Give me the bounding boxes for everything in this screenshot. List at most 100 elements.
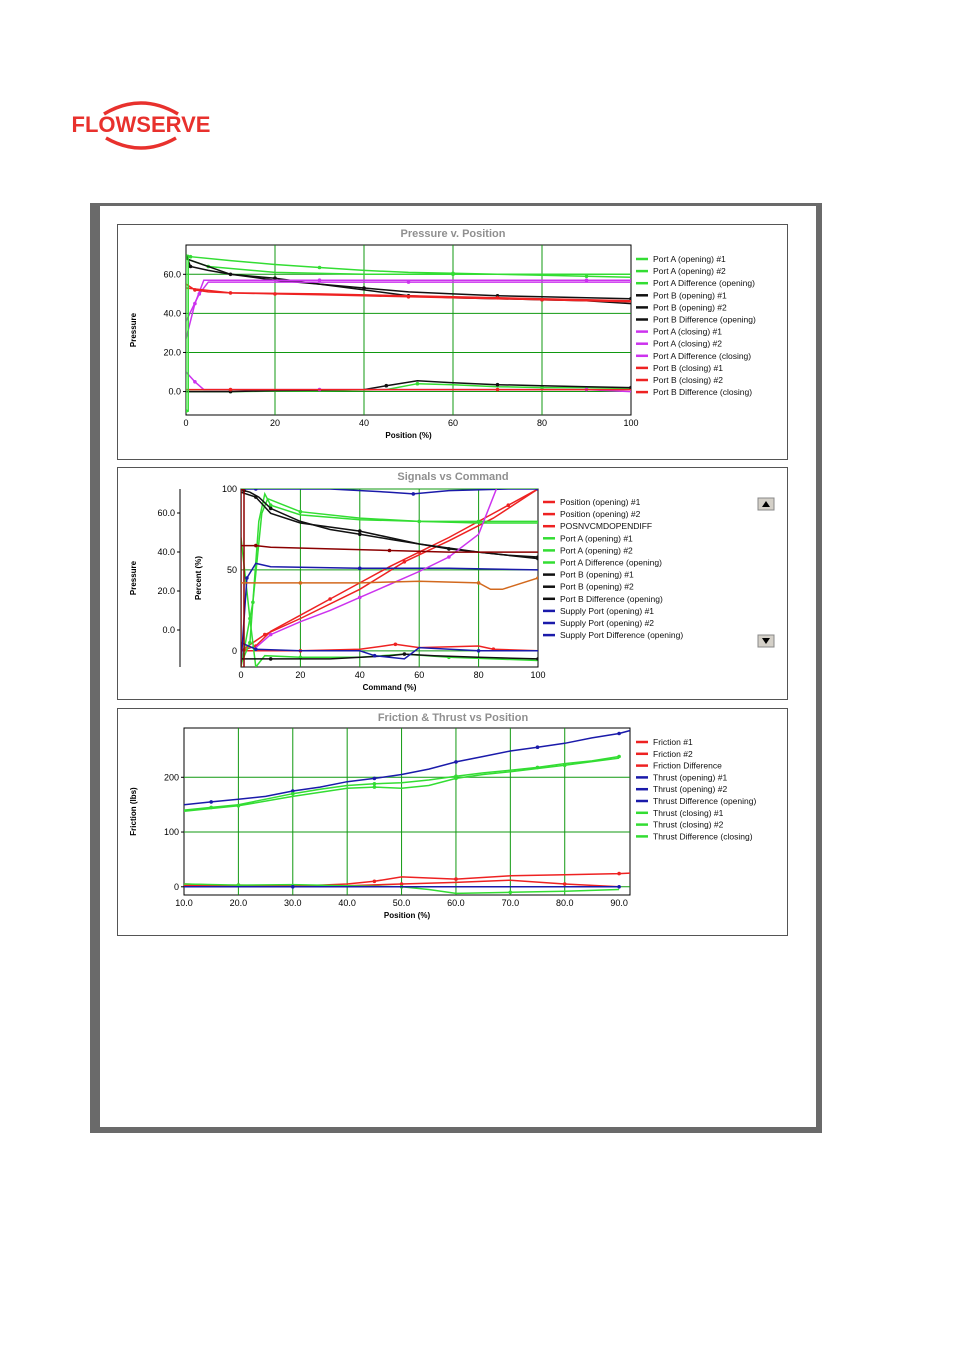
data-point [358, 595, 362, 600]
y-tick-label: 200 [164, 772, 179, 782]
legend-entry: Port B Difference (opening) [653, 315, 756, 325]
data-point [535, 745, 540, 749]
x-tick-label: 40 [355, 670, 365, 680]
data-point [372, 785, 377, 789]
series-line-7 [241, 491, 538, 560]
data-point [617, 871, 621, 876]
data-point [328, 597, 332, 601]
data-point [268, 632, 273, 637]
data-point [298, 581, 303, 585]
legend-entry: Thrust (opening) #1 [653, 772, 727, 782]
y-tick-label: 100 [164, 827, 179, 837]
data-point [188, 264, 193, 269]
data-point [536, 489, 538, 491]
plot-area [240, 488, 539, 668]
series-line-0 [184, 729, 630, 806]
x-tick-label: 90.0 [610, 898, 628, 908]
legend-entry: Port B (closing) #1 [653, 363, 723, 373]
flowserve-logo: FLOWSERVE [72, 101, 210, 150]
legend-scroll-down-button[interactable] [757, 634, 775, 648]
legend-entry: Friction #1 [653, 737, 693, 747]
data-point [362, 286, 366, 290]
data-point [584, 278, 589, 282]
series-line-15 [241, 577, 538, 591]
data-point [254, 647, 258, 651]
series-line-5 [241, 537, 538, 667]
friction-thrust-panel: Friction & Thrust vs Position 10.0 20.0 30.… [117, 708, 788, 936]
data-point [562, 882, 567, 886]
data-point [372, 879, 377, 884]
data-point [402, 652, 407, 656]
series-line-14 [241, 489, 245, 667]
y-tick-label: 20.0 [157, 586, 175, 596]
data-point [406, 280, 411, 284]
y2-tick-label: 100 [222, 484, 237, 494]
legend-entry: Port B (closing) #2 [653, 375, 723, 385]
legend-entry: Friction #2 [653, 749, 693, 759]
x-tick-label: 40.0 [338, 898, 356, 908]
data-point [540, 385, 544, 390]
legend-entry: Supply Port (opening) #2 [560, 618, 654, 628]
x-tick-label: 80 [537, 418, 547, 428]
data-point [476, 649, 481, 653]
series-group [184, 729, 630, 895]
x-tick-label: 100 [623, 418, 638, 428]
signals-command-panel: Signals vs Command 0 20 40 60 80 100 0.0 20.0 40.… [117, 467, 788, 700]
x-axis-label: Command (%) [363, 683, 417, 692]
data-point [584, 274, 589, 279]
pressure-position-chart: Pressure v. Position 0 20 40 60 80 100 0.0 20.0 4… [129, 228, 756, 440]
series-line-8 [241, 653, 538, 660]
legend-entry: Thrust Difference (opening) [653, 796, 756, 806]
legend-entry: Port A Difference (opening) [653, 278, 755, 288]
x-tick-label: 0 [183, 418, 188, 428]
series-line-5 [184, 883, 620, 895]
data-point [411, 492, 416, 496]
data-point [248, 640, 252, 645]
data-point [193, 380, 197, 384]
x-tick-label: 80 [474, 670, 484, 680]
legend-entry: Port B (opening) #2 [560, 582, 634, 592]
x-tick-label: 20 [295, 670, 305, 680]
y2-tick-label: 50 [227, 565, 237, 575]
data-point [508, 890, 513, 895]
data-point [402, 560, 407, 564]
legend-entry: Supply Port (opening) #1 [560, 606, 654, 616]
data-point [454, 760, 458, 764]
data-point [476, 581, 481, 585]
data-point [393, 642, 398, 647]
data-point [372, 782, 377, 786]
data-point [209, 800, 213, 804]
x-tick-label: 0 [238, 670, 243, 680]
data-point [268, 503, 273, 507]
data-point [291, 885, 295, 889]
legend-entry: Port A (opening) #1 [653, 254, 726, 264]
y-tick-label: 0.0 [168, 387, 181, 397]
y-tick-label: 60.0 [163, 269, 181, 279]
legend-entry: Thrust (opening) #2 [653, 784, 727, 794]
legend-entry: Port B (opening) #2 [653, 302, 727, 312]
legend-entry: Position (opening) #1 [560, 497, 641, 507]
data-point [254, 495, 258, 499]
data-point [387, 548, 392, 553]
legend-entry: Port A (closing) #1 [653, 327, 722, 337]
legend-entry: Port A (opening) #2 [653, 266, 726, 276]
data-point [268, 506, 273, 511]
data-point [358, 529, 362, 533]
x-tick-label: 30.0 [284, 898, 302, 908]
series-line-3 [184, 872, 630, 887]
data-point [562, 763, 567, 767]
chart-title: Pressure v. Position [401, 228, 506, 240]
x-tick-label: 40 [359, 418, 369, 428]
data-point [358, 566, 362, 571]
legend-entry: Port A (opening) #1 [560, 533, 633, 543]
x-tick-label: 20 [270, 418, 280, 428]
data-point [476, 519, 481, 524]
data-point [291, 789, 295, 793]
legend-scroll-up-button[interactable] [757, 497, 775, 511]
series-line-0 [186, 254, 631, 278]
legend-entry: POSNVCMDOPENDIFF [560, 521, 652, 531]
y-tick-label: 40.0 [163, 308, 181, 318]
data-point [358, 532, 362, 537]
data-point [617, 754, 621, 759]
series-line-2 [184, 757, 620, 812]
